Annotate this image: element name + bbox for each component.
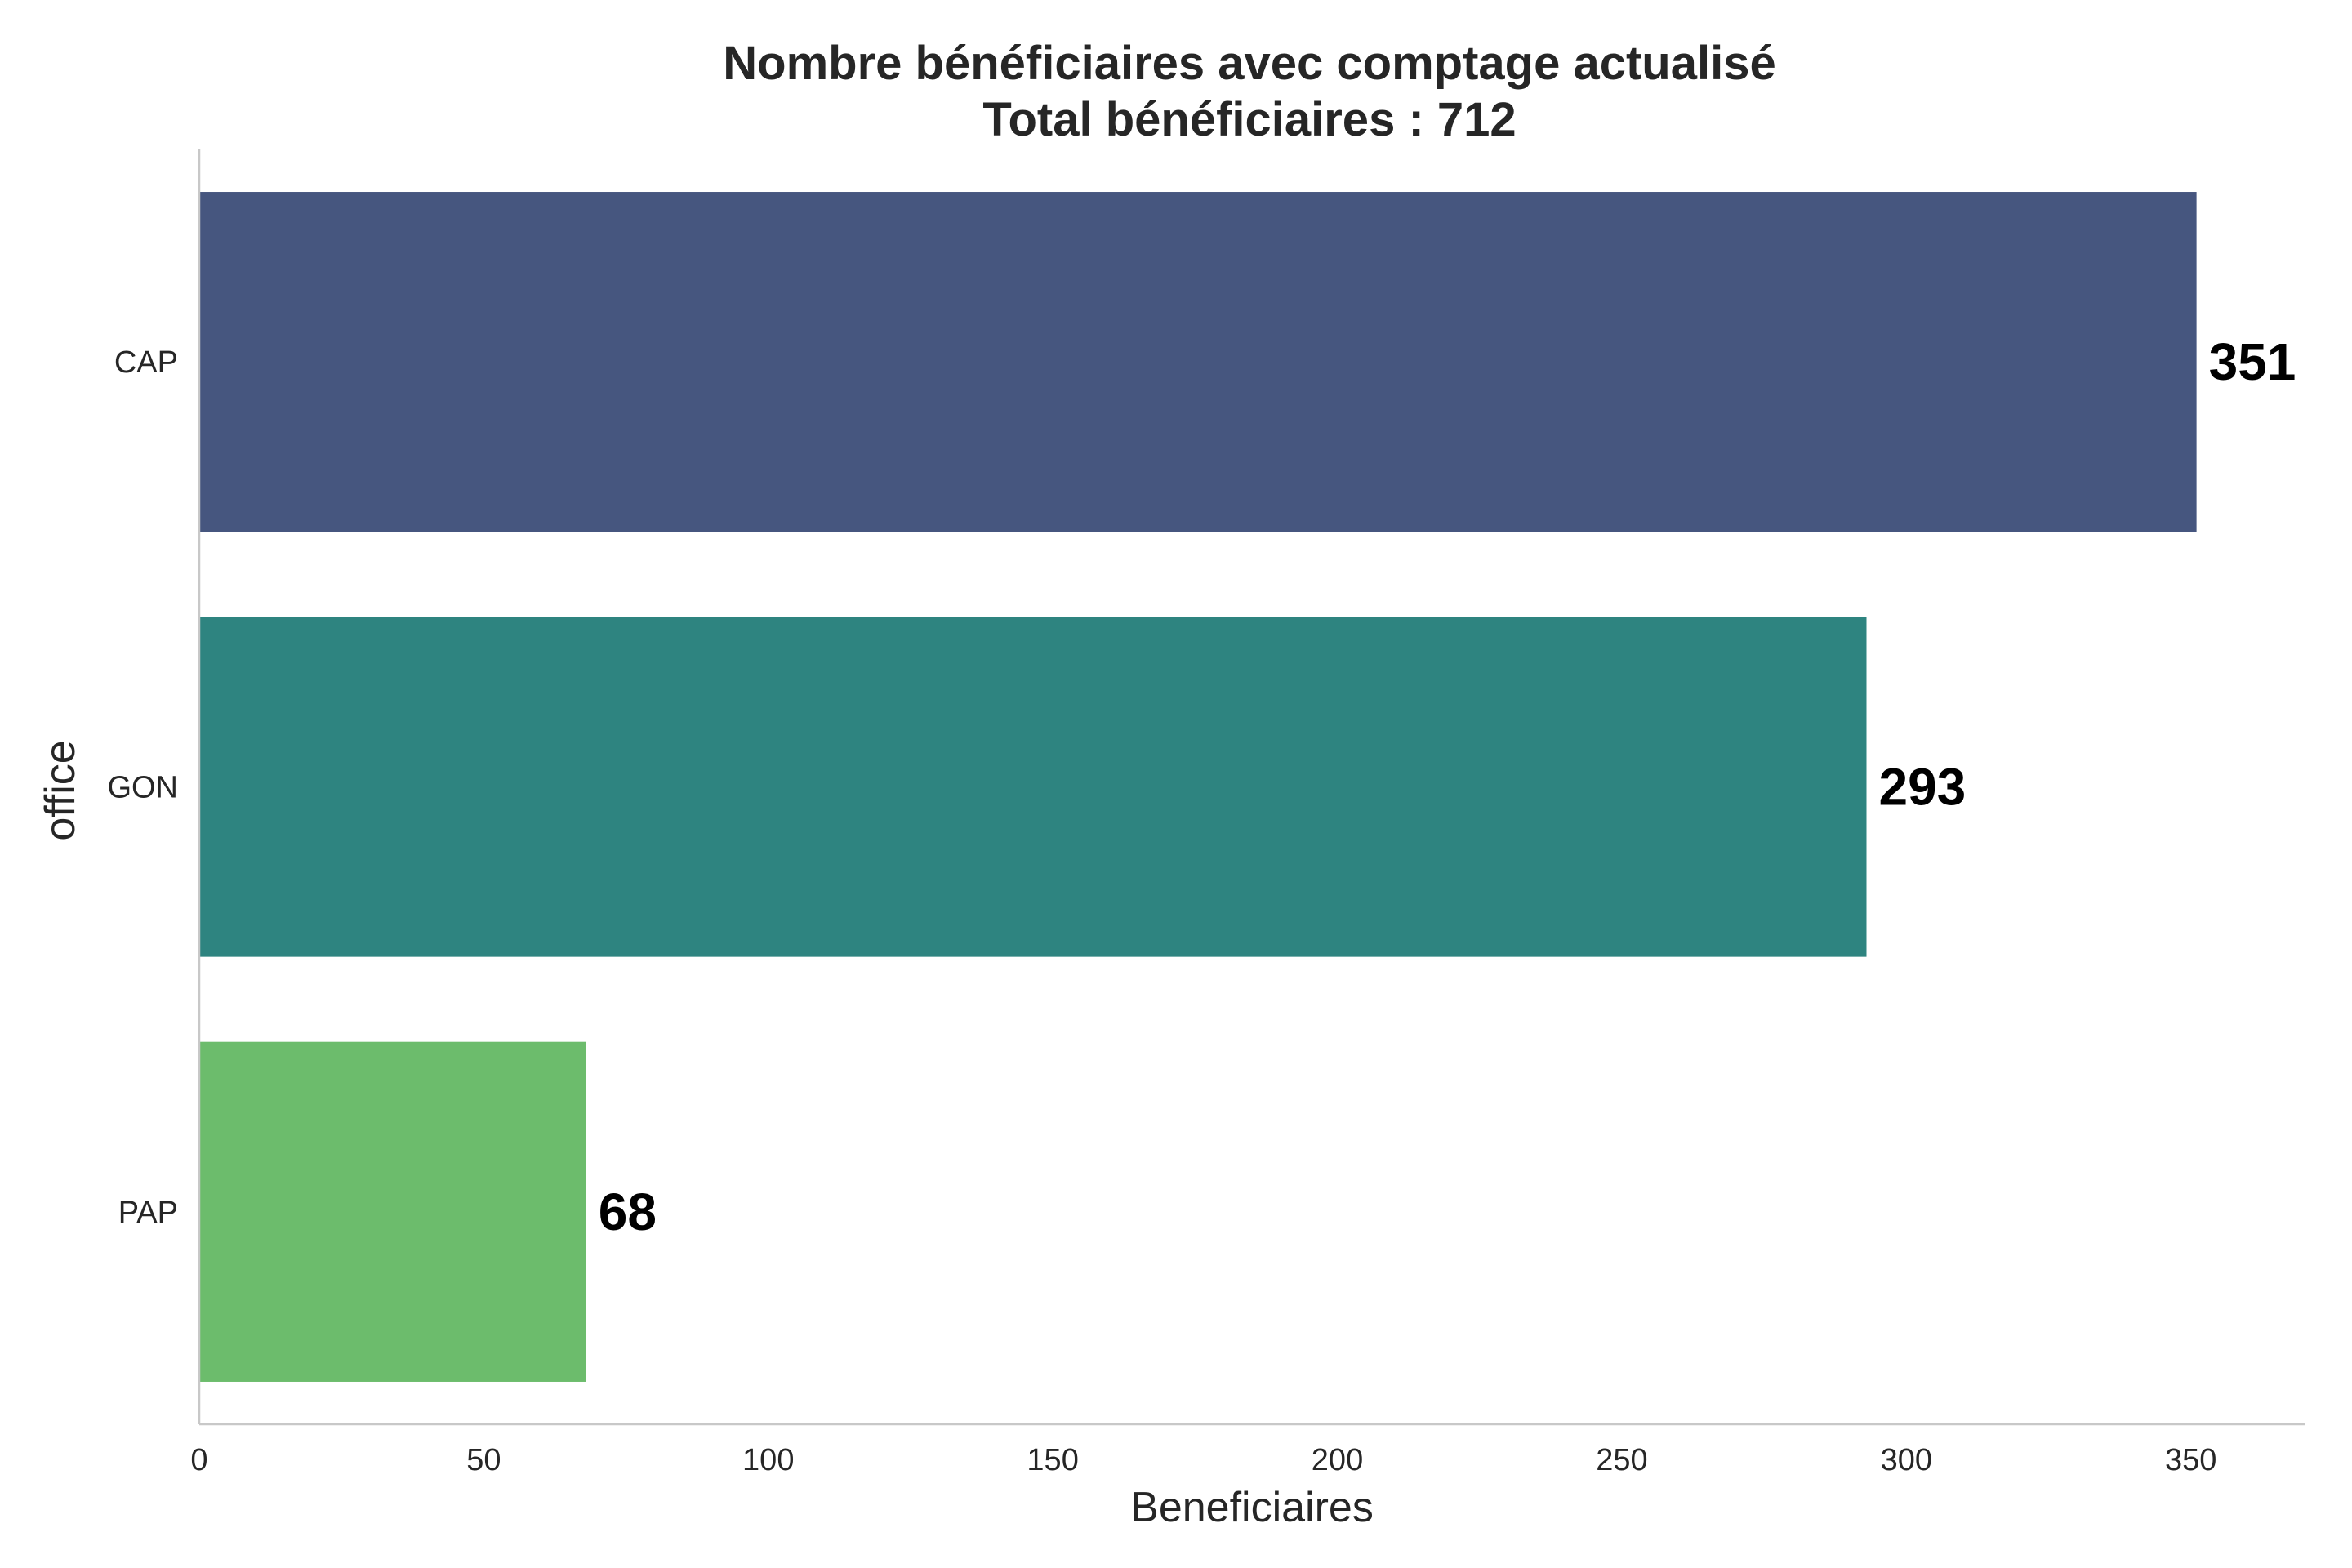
y-axis-label: office [37, 740, 84, 840]
bar-pap [199, 1041, 586, 1382]
x-tick-label-300: 300 [1881, 1443, 1932, 1477]
y-tick-labels: CAP GON PAP [107, 345, 178, 1230]
bars-layer [199, 192, 2197, 1382]
value-label-cap: 351 [2209, 332, 2296, 391]
x-tick-labels: 0 50 100 150 200 250 300 350 [190, 1443, 2216, 1477]
chart-title-line1: Nombre bénéficiaires avec comptage actua… [723, 37, 1775, 90]
y-tick-label-pap: PAP [118, 1196, 178, 1230]
x-tick-label-250: 250 [1596, 1443, 1647, 1477]
x-axis-label: Beneficiaires [1130, 1484, 1374, 1531]
value-labels-layer: 351 293 68 [599, 332, 2296, 1241]
x-tick-label-0: 0 [190, 1443, 207, 1477]
x-tick-label-200: 200 [1312, 1443, 1363, 1477]
value-label-gon: 293 [1878, 758, 1966, 817]
x-tick-label-50: 50 [466, 1443, 501, 1477]
x-tick-label-100: 100 [742, 1443, 794, 1477]
bar-cap [199, 192, 2197, 532]
x-tick-label-350: 350 [2165, 1443, 2216, 1477]
x-tick-label-150: 150 [1027, 1443, 1078, 1477]
y-tick-label-gon: GON [107, 771, 178, 805]
chart-title: Nombre bénéficiaires avec comptage actua… [723, 37, 1775, 146]
bar-gon [199, 617, 1867, 957]
chart-subtitle: Total bénéficiaires : 712 [982, 93, 1516, 146]
y-tick-label-cap: CAP [114, 345, 178, 380]
value-label-pap: 68 [599, 1183, 657, 1241]
